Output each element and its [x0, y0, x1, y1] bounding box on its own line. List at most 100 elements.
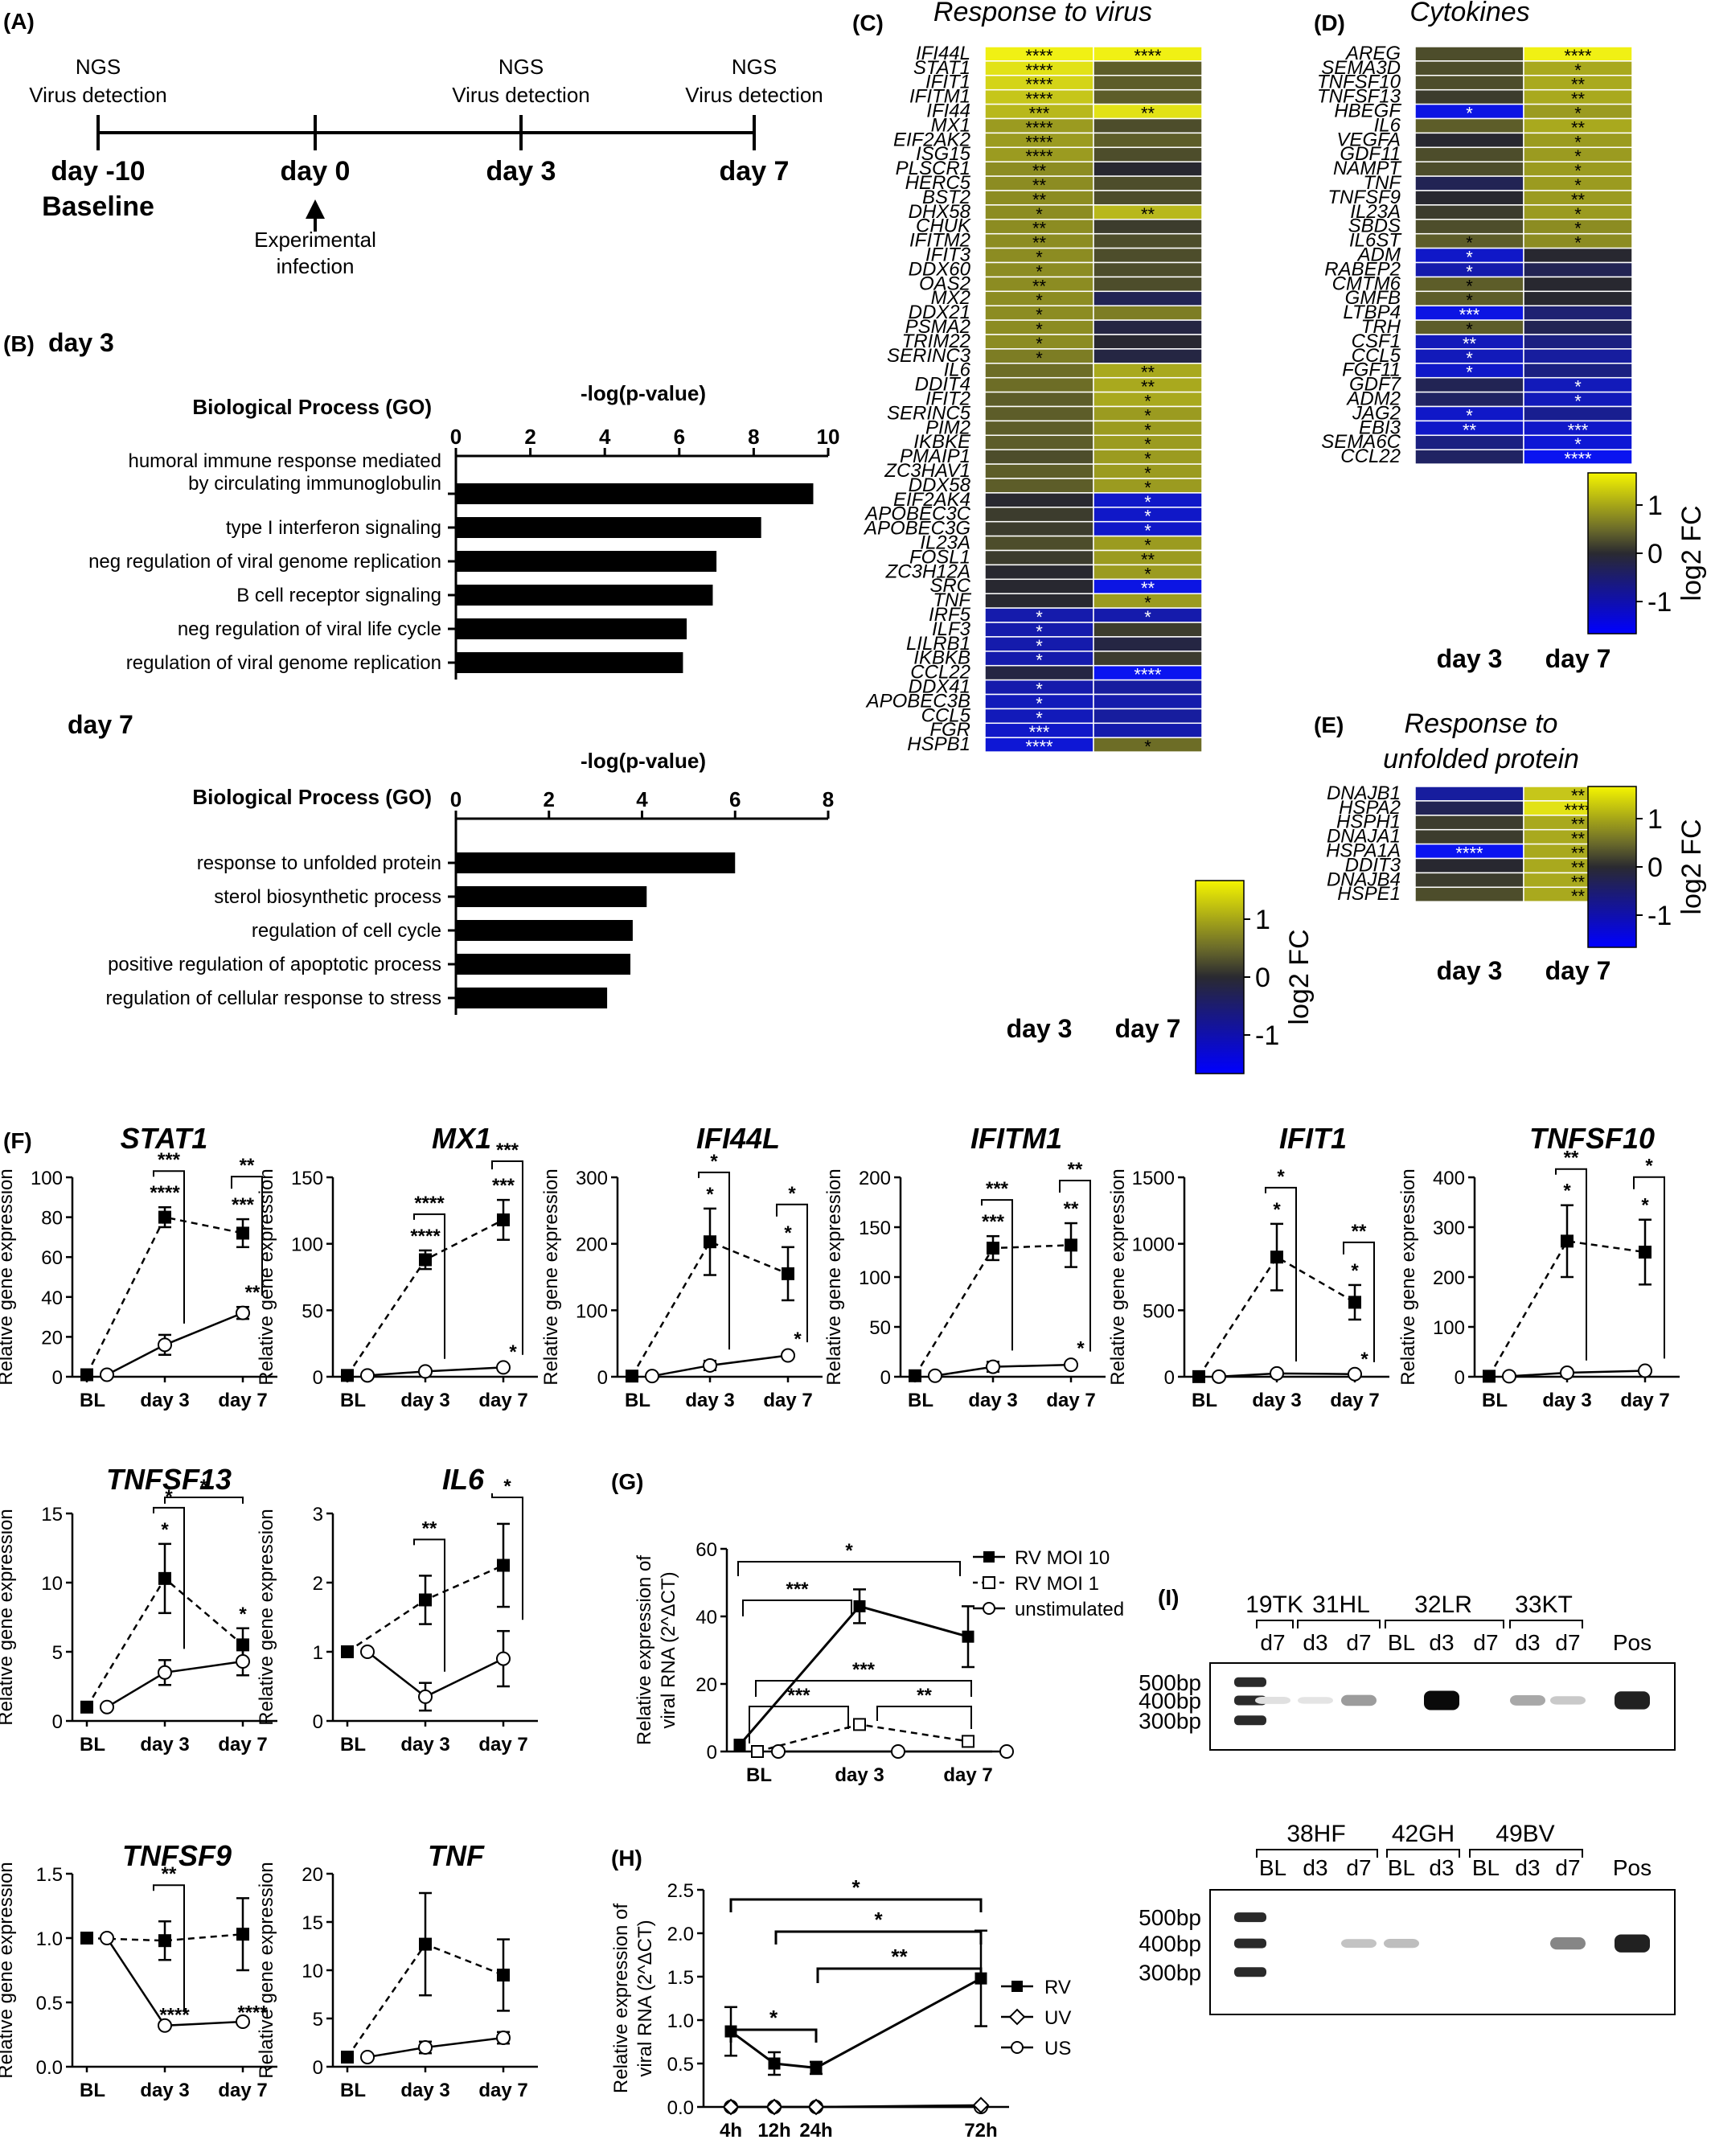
y-tick-label: 15	[302, 1912, 323, 1934]
y-tick-label: 50	[302, 1300, 323, 1322]
heatmap-gene-label: ZC3H12A	[885, 561, 970, 582]
control-marker	[1064, 1357, 1078, 1373]
gel-lane-label: d3	[1303, 1630, 1327, 1655]
heatmap-gene-label: EIF2AK2	[893, 129, 970, 150]
y-tick-label: 1.0	[667, 2010, 694, 2032]
heatmap-gene-label: CCL22	[910, 662, 970, 684]
significance-bracket	[729, 2028, 818, 2043]
y-tick-label: 60	[695, 1539, 717, 1561]
x-tick-label: 24h	[799, 2120, 832, 2142]
x-tick-label: day 3	[140, 1390, 189, 1411]
heatmap-cell	[984, 520, 1094, 537]
heatmap-gene-label: TRH	[1361, 316, 1401, 338]
gel-lane-label: d7	[1260, 1630, 1285, 1655]
heatmap-cell	[1414, 190, 1524, 206]
heatmap-gene-label: SERINC5	[887, 402, 971, 424]
infected-marker	[497, 1213, 510, 1226]
heatmap-gene-label: AREG	[1344, 43, 1401, 64]
heatmap-significance: **	[1571, 886, 1586, 906]
x-tick-label: BL	[340, 1734, 366, 1756]
heatmap-gene-label: HSPE1	[1337, 883, 1401, 905]
x-tick-label: day 7	[478, 1734, 527, 1756]
infected-series-line	[913, 1244, 1072, 1377]
y-axis-label: Relative gene expression	[0, 1509, 17, 1726]
event-day-label: day 7	[720, 156, 790, 187]
x-tick-label: day 3	[685, 1390, 734, 1411]
heatmap-cell	[1093, 88, 1203, 105]
control-marker	[158, 2018, 172, 2033]
heatmap-column-label: day 7	[1545, 956, 1611, 985]
x-tick-label: day 7	[478, 1390, 527, 1411]
heatmap-cell	[984, 391, 1094, 408]
ladder-label: 300bp	[1139, 1960, 1201, 1985]
heatmap-significance: *	[1574, 132, 1582, 152]
colorbar-title: log2 FC	[1676, 819, 1707, 914]
heatmap-significance: *	[1466, 233, 1473, 253]
colorbar-tick-label: -1	[1647, 587, 1672, 618]
gel-group-bracket	[1256, 1849, 1378, 1858]
significance-bracket	[153, 1170, 185, 1324]
gene-chart-title: TNFSF9	[122, 1839, 232, 1872]
heatmap-significance: *	[1144, 593, 1151, 613]
infected-marker	[80, 1700, 93, 1714]
heatmap-significance: *	[1144, 405, 1151, 425]
heatmap-gene-label: JAG2	[1352, 402, 1401, 424]
uv-marker	[765, 2098, 783, 2116]
heatmap-gene-label: LTBP4	[1343, 302, 1401, 323]
heatmap-significance: *	[1574, 233, 1582, 253]
heatmap-gene-label: EBI3	[1359, 417, 1401, 438]
y-tick-label: 150	[291, 1168, 323, 1189]
control-marker	[360, 1368, 375, 1383]
heatmap-cell	[984, 507, 1094, 523]
event-top-label: NGS	[76, 55, 121, 79]
heatmap-significance: *	[1036, 693, 1043, 713]
heatmap-cell	[1523, 348, 1633, 364]
y-tick-label: 300	[1433, 1218, 1465, 1239]
significance-stars: *	[1077, 1338, 1085, 1360]
heatmap-cell	[1523, 261, 1633, 278]
rv-moi1-marker	[853, 1718, 866, 1731]
y-axis-label: Relative gene expression	[256, 1168, 277, 1386]
significance-bracket	[755, 1680, 972, 1697]
significance-bracket	[491, 1160, 523, 1355]
bracket-stars: **	[240, 1155, 255, 1177]
bracket-stars: **	[917, 1685, 932, 1706]
control-marker	[158, 1337, 172, 1353]
gel-image	[1209, 1889, 1676, 2015]
event-sub-label: Baseline	[42, 191, 154, 222]
go-bar	[456, 618, 687, 639]
heatmap-significance: *	[1036, 305, 1043, 325]
heatmap-cell	[1093, 636, 1203, 652]
go-category-label: by circulating immunoglobulin	[188, 473, 441, 495]
control-marker	[1212, 1369, 1226, 1384]
heatmap-significance: *	[1574, 175, 1582, 195]
y-tick-label: 0	[1455, 1367, 1465, 1389]
y-tick-label: 100	[31, 1168, 63, 1189]
x-tick-label: BL	[746, 1764, 772, 1786]
significance-stars: *	[1360, 1349, 1368, 1370]
heatmap-gene-label: MX2	[931, 287, 970, 309]
heatmap-gene-label: IL6ST	[1349, 230, 1402, 252]
gel-lane-label: d3	[1515, 1630, 1540, 1655]
heatmap-significance: *	[1574, 219, 1582, 239]
y-tick-label: 0.5	[36, 1993, 63, 2014]
x-tick-label: day 7	[478, 2080, 527, 2101]
significance-bracket	[729, 1898, 983, 1912]
heatmap-cell	[1414, 449, 1524, 465]
heatmap-cell	[1414, 872, 1524, 889]
heatmap-cell	[1414, 886, 1524, 902]
heatmap-gene-label: PLSCR1	[896, 158, 970, 179]
y-tick-label: 2	[313, 1573, 323, 1595]
gel-band	[1255, 1697, 1290, 1704]
infected-series-line	[85, 1216, 244, 1376]
bracket-stars: *	[710, 1151, 718, 1172]
heatmap-significance: *	[1574, 104, 1582, 124]
heatmap-gene-label: MX1	[931, 114, 970, 136]
arrow-up-icon	[306, 199, 325, 219]
significance-stars: *	[706, 1184, 714, 1205]
go-bar	[456, 585, 713, 606]
event-top-label: NGS	[732, 55, 777, 79]
heatmap-cell	[1093, 290, 1203, 306]
heatmap-significance: *	[1036, 319, 1043, 339]
heatmap-significance: *	[1466, 405, 1473, 425]
